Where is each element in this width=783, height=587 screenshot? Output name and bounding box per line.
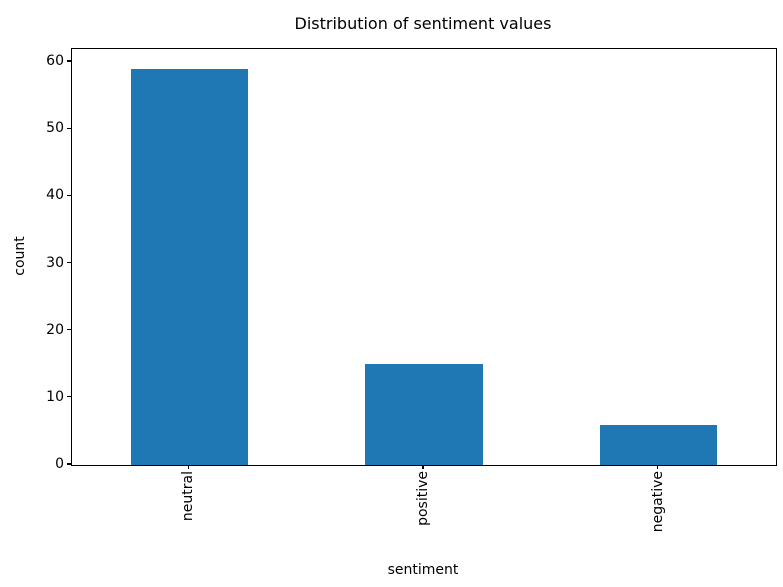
x-axis-label: sentiment — [387, 562, 459, 578]
y-tick-label: 40 — [46, 187, 64, 204]
x-tick-mark — [657, 465, 659, 469]
y-tick-mark — [67, 396, 71, 398]
plot-area — [71, 48, 777, 466]
y-tick-label: 50 — [46, 120, 64, 137]
bar-positive — [365, 364, 483, 465]
chart-title: Distribution of sentiment values — [294, 14, 552, 33]
y-tick-label: 60 — [46, 53, 64, 70]
bar-negative — [600, 424, 718, 465]
y-tick-mark — [67, 194, 71, 196]
y-tick-mark — [67, 127, 71, 129]
y-tick-label: 10 — [46, 388, 64, 405]
y-tick-mark — [67, 329, 71, 331]
y-axis-label: count — [12, 236, 28, 276]
y-tick-label: 20 — [46, 321, 64, 338]
y-tick-mark — [67, 261, 71, 264]
x-tick-mark — [187, 465, 189, 469]
y-tick-label: 30 — [46, 254, 64, 271]
x-tick-mark — [422, 465, 424, 469]
y-tick-label: 0 — [55, 456, 64, 472]
bar-neutral — [130, 68, 248, 465]
y-tick-mark — [67, 60, 71, 62]
y-tick-mark — [67, 463, 71, 465]
